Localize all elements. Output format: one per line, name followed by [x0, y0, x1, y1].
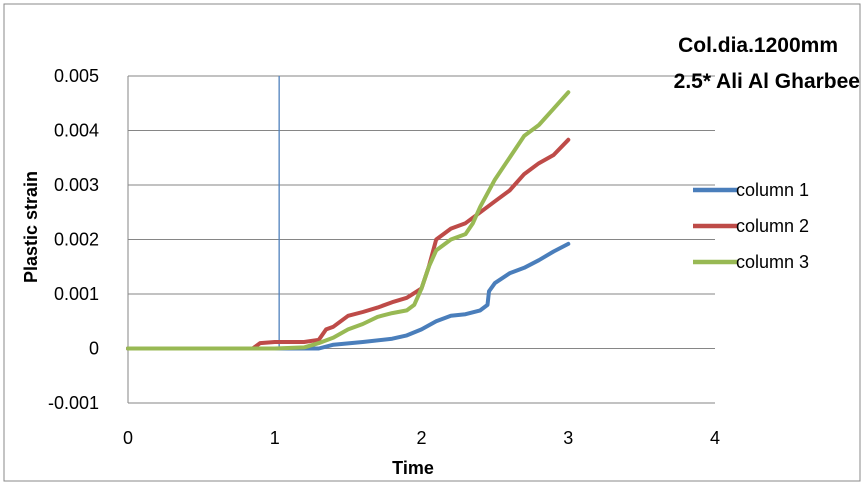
y-tick-label: -0.001 — [48, 393, 99, 413]
legend-label-3: column 3 — [736, 252, 809, 272]
y-tick-label: 0.001 — [54, 284, 99, 304]
x-tick-label: 3 — [563, 428, 573, 448]
y-axis-title: Plastic strain — [21, 171, 41, 283]
chart-title-line-1: Col.dia.1200mm — [678, 34, 838, 57]
y-tick-label: 0.004 — [54, 121, 99, 141]
legend-label-2: column 2 — [736, 216, 809, 236]
y-tick-label: 0.003 — [54, 175, 99, 195]
y-tick-label: 0 — [89, 339, 99, 359]
x-tick-label: 0 — [123, 428, 133, 448]
y-tick-label: 0.005 — [54, 66, 99, 86]
x-tick-label: 1 — [270, 428, 280, 448]
x-tick-label: 2 — [416, 428, 426, 448]
x-tick-label: 4 — [710, 428, 720, 448]
legend-label-1: column 1 — [736, 180, 809, 200]
x-axis-title: Time — [392, 458, 434, 478]
y-tick-label: 0.002 — [54, 230, 99, 250]
chart-title-line-2: 2.5* Ali Al Gharbee — [674, 70, 860, 93]
